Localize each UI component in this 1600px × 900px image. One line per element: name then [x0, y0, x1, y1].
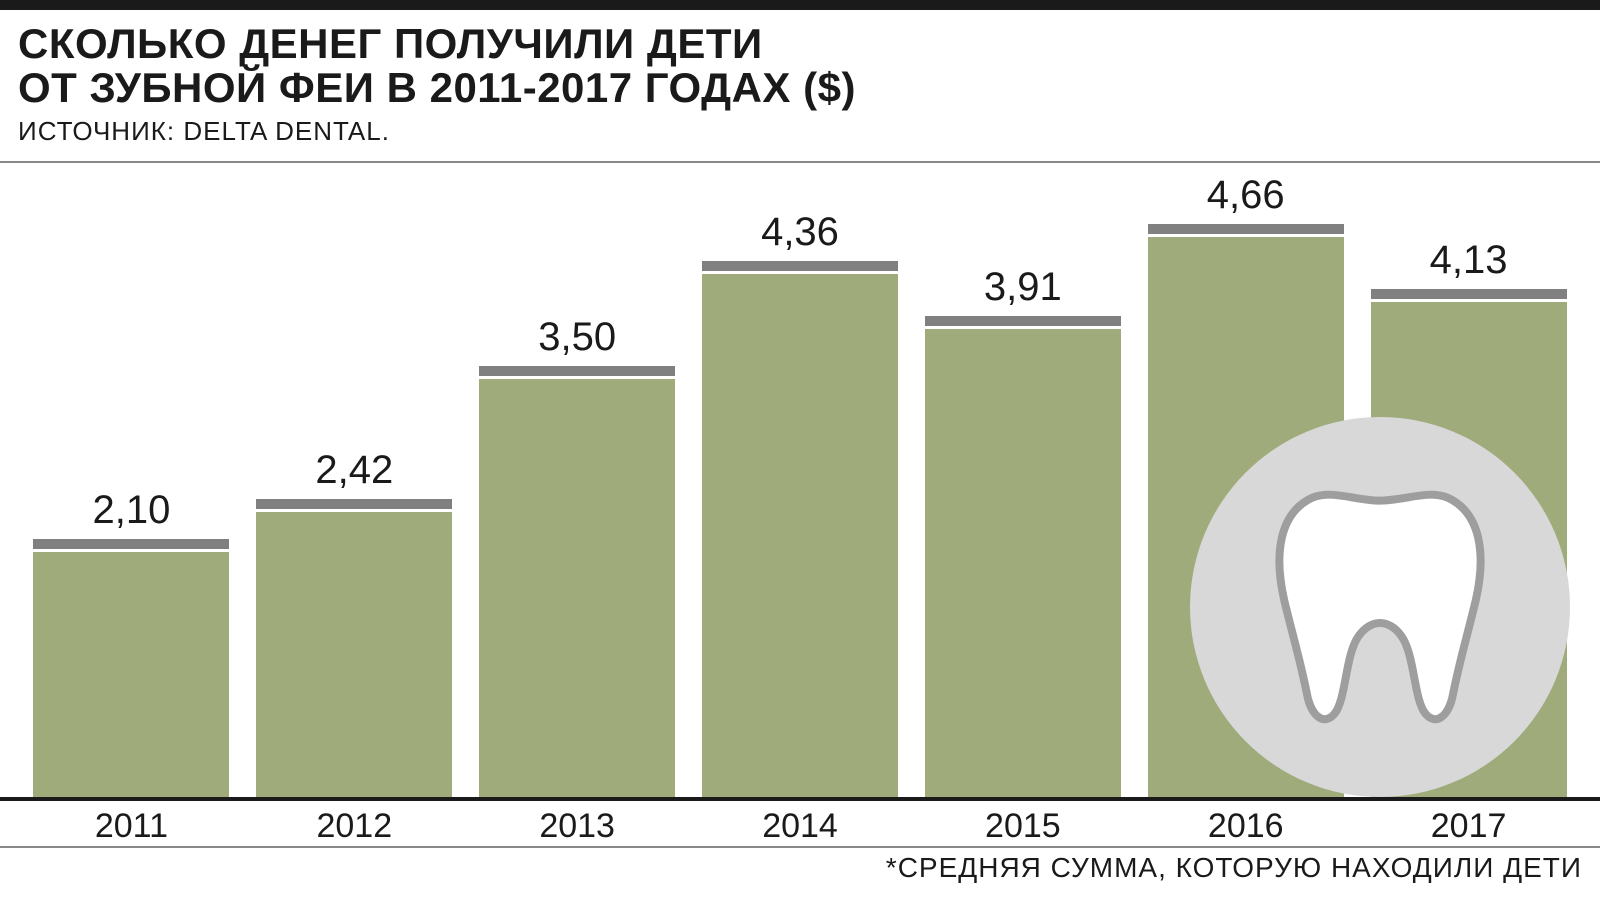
x-axis-tick: 2016	[1134, 807, 1357, 846]
bar-cap	[1371, 289, 1567, 299]
bar-body	[256, 512, 452, 797]
bar-value-label: 4,66	[1207, 173, 1285, 218]
bar-cap	[33, 539, 229, 549]
bar-body	[925, 329, 1121, 797]
bar-cap	[256, 499, 452, 509]
title-block: СКОЛЬКО ДЕНЕГ ПОЛУЧИЛИ ДЕТИ ОТ ЗУБНОЙ ФЕ…	[0, 10, 1600, 151]
chart-title: СКОЛЬКО ДЕНЕГ ПОЛУЧИЛИ ДЕТИ ОТ ЗУБНОЙ ФЕ…	[18, 22, 1582, 110]
title-line-1: СКОЛЬКО ДЕНЕГ ПОЛУЧИЛИ ДЕТИ	[18, 22, 1582, 66]
bar: 3,91	[925, 316, 1121, 797]
tooth-badge	[1190, 417, 1570, 797]
bar: 2,10	[33, 539, 229, 797]
bar: 2,42	[256, 499, 452, 797]
tooth-icon	[1247, 474, 1513, 740]
bar-body	[479, 379, 675, 797]
bar-value-label: 3,91	[984, 265, 1062, 310]
bar-value-label: 3,50	[538, 315, 616, 360]
bar-value-label: 4,36	[761, 210, 839, 255]
bar-slot: 3,50	[466, 163, 689, 797]
x-axis-tick: 2013	[466, 807, 689, 846]
bar-cap	[479, 366, 675, 376]
x-axis: 2011201220132014201520162017	[0, 801, 1600, 848]
source-label: ИСТОЧНИК: DELTA DENTAL.	[18, 116, 1582, 147]
bar-slot: 2,42	[243, 163, 466, 797]
bar-slot: 3,91	[911, 163, 1134, 797]
title-line-2: ОТ ЗУБНОЙ ФЕИ В 2011-2017 ГОДАХ ($)	[18, 66, 1582, 110]
chart-plot-area: 2,102,423,504,363,914,664,13	[0, 161, 1600, 801]
bar-value-label: 2,42	[315, 448, 393, 493]
footnote: *СРЕДНЯЯ СУММА, КОТОРУЮ НАХОДИЛИ ДЕТИ	[0, 848, 1600, 884]
bar-cap	[702, 261, 898, 271]
x-axis-tick: 2014	[689, 807, 912, 846]
bar: 4,36	[702, 261, 898, 798]
bar-slot: 4,36	[689, 163, 912, 797]
bar-body	[702, 274, 898, 798]
x-axis-tick: 2015	[911, 807, 1134, 846]
bar-cap	[925, 316, 1121, 326]
bar-value-label: 4,13	[1430, 238, 1508, 283]
bar-slot: 2,10	[20, 163, 243, 797]
infographic-container: СКОЛЬКО ДЕНЕГ ПОЛУЧИЛИ ДЕТИ ОТ ЗУБНОЙ ФЕ…	[0, 0, 1600, 900]
bar-cap	[1148, 224, 1344, 234]
bar-value-label: 2,10	[92, 488, 170, 533]
x-axis-tick: 2012	[243, 807, 466, 846]
x-axis-tick: 2017	[1357, 807, 1580, 846]
bar-body	[33, 552, 229, 797]
bar: 3,50	[479, 366, 675, 797]
x-axis-tick: 2011	[20, 807, 243, 846]
top-rule	[0, 0, 1600, 10]
